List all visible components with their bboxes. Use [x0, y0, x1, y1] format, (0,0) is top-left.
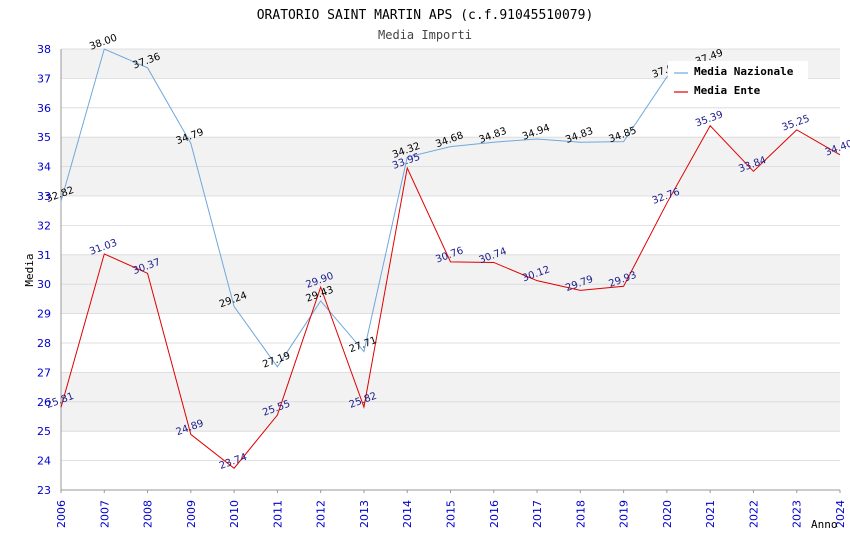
grid-band [61, 166, 840, 196]
y-axis-label: Media [23, 253, 36, 286]
x-tick-label: 2013 [358, 500, 371, 528]
grid-band [61, 254, 840, 285]
x-tick-label: 2010 [228, 500, 241, 528]
series-line-media-ente [60, 124, 841, 469]
x-tick-label: 2019 [618, 500, 631, 528]
legend-box [668, 61, 808, 103]
y-tick-label: 27 [37, 366, 51, 379]
x-tick-label: 2012 [315, 500, 328, 528]
grid-band [61, 137, 840, 167]
x-axis-label: Anno [811, 518, 838, 531]
x-tick-label: 2015 [445, 500, 458, 528]
y-tick-label: 28 [37, 337, 51, 350]
x-tick-label: 2009 [185, 500, 198, 528]
y-tick-label: 33 [37, 190, 51, 203]
grid-band [61, 284, 840, 314]
x-tick-label: 2011 [271, 500, 284, 528]
y-tick-label: 34 [37, 161, 51, 174]
x-tick-labels: 2006 2007 2008 2009 2010 2011 2012 2013 2014 2015… [55, 500, 847, 528]
grid-band [61, 401, 840, 432]
series-lines [60, 48, 841, 469]
x-tick-label: 2014 [401, 500, 414, 528]
x-tick-label: 2006 [55, 500, 68, 528]
y-tick-labels: 23 24 25 26 27 28 29 30 31 32 33 34 35 36 37 38 [37, 43, 51, 497]
data-label-media-ente: 23.74 [218, 452, 249, 472]
x-tick-label: 2023 [791, 500, 804, 528]
background-bands [61, 49, 840, 432]
x-tick-label: 2020 [661, 500, 674, 528]
x-tick-label: 2017 [531, 500, 544, 528]
y-tick-label: 29 [37, 308, 51, 321]
legend-label-media-nazionale: Media Nazionale [694, 65, 794, 78]
legend-label-media-ente: Media Ente [694, 84, 761, 97]
x-tick-label: 2008 [142, 500, 155, 528]
y-tick-label: 23 [37, 484, 51, 497]
y-tick-label: 35 [37, 131, 51, 144]
x-tick-label: 2007 [98, 500, 111, 528]
legend: Media Nazionale Media Ente [668, 61, 808, 103]
y-tick-label: 31 [37, 249, 51, 262]
y-tick-label: 32 [37, 219, 51, 232]
chart-title: ORATORIO SAINT MARTIN APS (c.f.910455100… [257, 8, 594, 23]
x-tick-label: 2016 [488, 500, 501, 528]
y-tick-label: 38 [37, 43, 51, 56]
axes [60, 49, 841, 493]
y-tick-label: 24 [37, 455, 51, 468]
grid-lines [61, 48, 840, 491]
x-tick-label: 2022 [747, 500, 760, 528]
x-tick-label: 2018 [574, 500, 587, 528]
y-tick-label: 36 [37, 102, 51, 115]
data-label-media-nazionale: 27.19 [261, 350, 292, 370]
grid-band [61, 372, 840, 402]
y-tick-label: 37 [37, 72, 51, 85]
y-tick-label: 26 [37, 396, 51, 409]
chart-subtitle: Media Importi [378, 28, 472, 42]
x-tick-label: 2021 [704, 500, 717, 528]
y-tick-label: 25 [37, 425, 51, 438]
y-tick-label: 30 [37, 278, 51, 291]
x-tick-label: 2024 [834, 500, 847, 528]
series-line-media-nazionale [60, 48, 711, 368]
